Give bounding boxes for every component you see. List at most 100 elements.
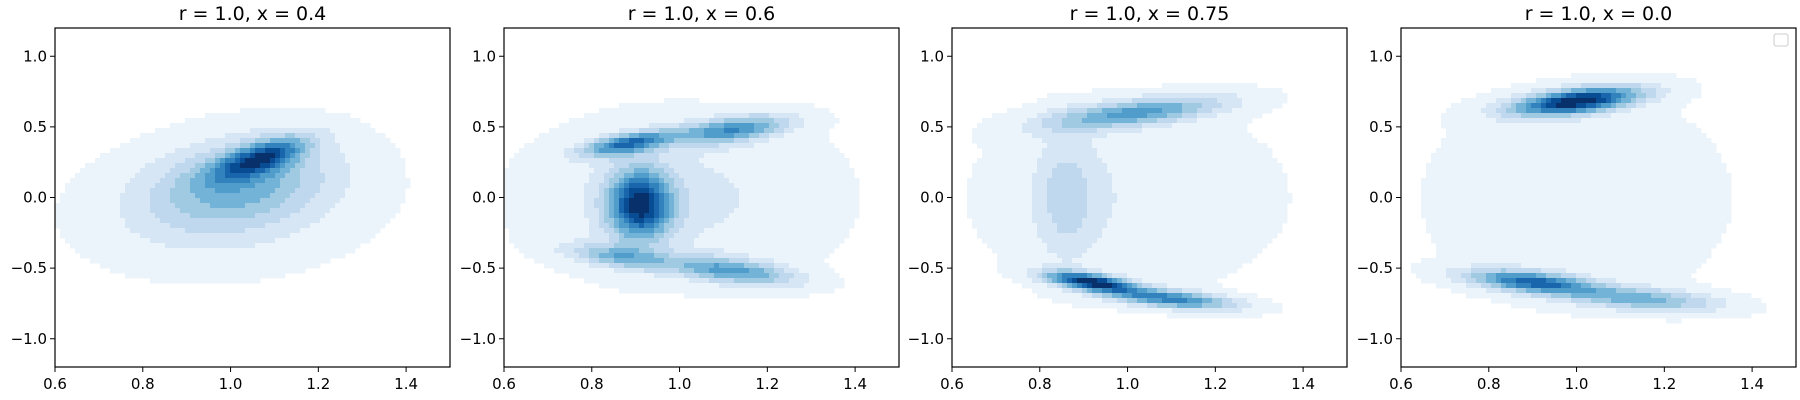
- density-cell: [719, 138, 725, 144]
- density-cell: [724, 128, 730, 134]
- density-cell: [814, 118, 820, 124]
- density-cell: [1037, 138, 1043, 144]
- density-cell: [1182, 123, 1188, 129]
- density-cell: [280, 108, 286, 114]
- density-cell: [664, 253, 670, 259]
- density-cell: [839, 178, 845, 184]
- density-cell: [1227, 108, 1233, 114]
- density-cell: [200, 193, 206, 199]
- density-cell: [265, 163, 271, 169]
- density-cell: [564, 143, 570, 149]
- density-cell: [649, 123, 655, 129]
- density-cell: [1152, 133, 1158, 139]
- density-cell: [769, 213, 775, 219]
- density-cell: [529, 153, 535, 159]
- density-cell: [554, 183, 560, 189]
- density-cell: [629, 243, 635, 249]
- density-cell: [360, 168, 366, 174]
- density-cell: [574, 158, 580, 164]
- density-cell: [674, 188, 680, 194]
- density-cell: [310, 143, 316, 149]
- density-cell: [1067, 98, 1073, 104]
- density-cell: [1092, 93, 1098, 99]
- density-cell: [270, 208, 276, 214]
- density-cell: [599, 108, 605, 114]
- density-cell: [230, 203, 236, 209]
- density-cell: [1242, 128, 1248, 134]
- density-cell: [729, 178, 735, 184]
- density-cell: [1027, 123, 1033, 129]
- density-cell: [100, 188, 106, 194]
- density-cell: [140, 223, 146, 229]
- density-cell: [854, 213, 860, 219]
- density-cell: [699, 173, 705, 179]
- density-cell: [350, 203, 356, 209]
- density-cell: [819, 218, 825, 224]
- density-cell: [714, 123, 720, 129]
- density-cell: [305, 173, 311, 179]
- density-cell: [584, 268, 590, 274]
- density-cell: [285, 268, 291, 274]
- density-cell: [145, 253, 151, 259]
- density-cell: [320, 178, 326, 184]
- density-cell: [564, 243, 570, 249]
- density-cell: [115, 148, 121, 154]
- density-cell: [140, 138, 146, 144]
- density-cell: [814, 138, 820, 144]
- density-cell: [654, 228, 660, 234]
- density-cell: [1197, 143, 1203, 149]
- density-cell: [674, 283, 680, 289]
- density-cell: [1027, 138, 1033, 144]
- density-cell: [315, 133, 321, 139]
- density-cell: [110, 263, 116, 269]
- density-cell: [155, 273, 161, 279]
- density-cell: [634, 133, 640, 139]
- density-cell: [834, 218, 840, 224]
- density-cell: [759, 103, 765, 109]
- density-cell: [699, 268, 705, 274]
- density-cell: [165, 273, 171, 279]
- density-cell: [220, 233, 226, 239]
- density-cell: [330, 168, 336, 174]
- density-cell: [774, 153, 780, 159]
- density-cell: [125, 178, 131, 184]
- density-cell: [210, 208, 216, 214]
- density-cell: [180, 263, 186, 269]
- density-cell: [734, 228, 740, 234]
- density-cell: [764, 148, 770, 154]
- density-cell: [604, 188, 610, 194]
- density-cell: [729, 143, 735, 149]
- density-cell: [779, 258, 785, 264]
- density-cell: [1157, 143, 1163, 149]
- density-cell: [669, 153, 675, 159]
- density-cell: [804, 163, 810, 169]
- density-cell: [794, 138, 800, 144]
- density-cell: [784, 108, 790, 114]
- density-cell: [534, 163, 540, 169]
- density-cell: [325, 178, 331, 184]
- density-cell: [1212, 88, 1218, 94]
- density-cell: [739, 268, 745, 274]
- x-tick-label: 1.0: [219, 375, 243, 393]
- density-cell: [290, 208, 296, 214]
- density-cell: [1042, 133, 1048, 139]
- density-cell: [290, 173, 296, 179]
- density-cell: [664, 133, 670, 139]
- density-cell: [754, 153, 760, 159]
- density-cell: [400, 178, 406, 184]
- density-cell: [549, 143, 555, 149]
- density-cell: [1012, 133, 1018, 139]
- density-cell: [604, 283, 610, 289]
- density-cell: [589, 153, 595, 159]
- density-cell: [609, 138, 615, 144]
- density-cell: [784, 123, 790, 129]
- density-cell: [65, 233, 71, 239]
- density-cell: [220, 178, 226, 184]
- density-cell: [90, 223, 96, 229]
- density-cell: [744, 133, 750, 139]
- density-cell: [614, 278, 620, 284]
- density-cell: [504, 188, 510, 194]
- density-cell: [180, 233, 186, 239]
- density-cell: [784, 248, 790, 254]
